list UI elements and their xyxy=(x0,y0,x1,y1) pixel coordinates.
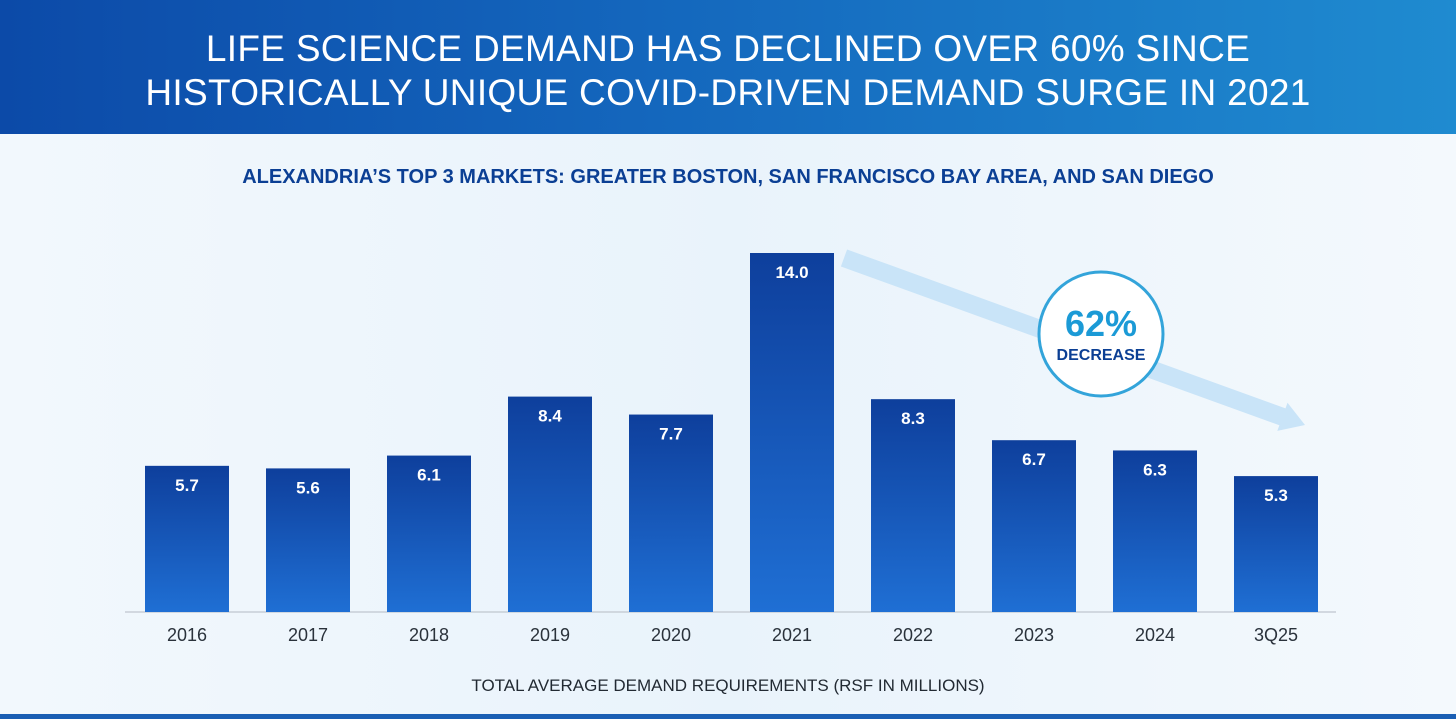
title-banner: LIFE SCIENCE DEMAND HAS DECLINED OVER 60… xyxy=(0,0,1456,134)
bar-2016 xyxy=(145,465,229,612)
x-tick-label-2022: 2022 xyxy=(893,625,933,645)
bar-2021 xyxy=(750,253,834,612)
decrease-callout-circle xyxy=(1037,270,1165,398)
data-label-2022: 8.3 xyxy=(901,409,925,428)
data-label-3Q25: 5.3 xyxy=(1264,486,1288,505)
bar-2023 xyxy=(992,440,1076,612)
bar-3Q25 xyxy=(1234,476,1318,612)
data-label-2016: 5.7 xyxy=(175,476,199,495)
data-label-2020: 7.7 xyxy=(659,425,683,444)
decrease-percent: 62% xyxy=(1065,303,1137,344)
bar-2020 xyxy=(629,414,713,612)
x-tick-label-2024: 2024 xyxy=(1135,625,1175,645)
bar-2022 xyxy=(871,399,955,612)
data-label-2018: 6.1 xyxy=(417,466,441,485)
x-tick-label-2020: 2020 xyxy=(651,625,691,645)
x-tick-label-2016: 2016 xyxy=(167,625,207,645)
x-axis-label: TOTAL AVERAGE DEMAND REQUIREMENTS (RSF I… xyxy=(471,676,985,695)
data-label-2023: 6.7 xyxy=(1022,450,1046,469)
data-label-2017: 5.6 xyxy=(296,478,320,497)
chart-subtitle: ALEXANDRIA’S TOP 3 MARKETS: GREATER BOST… xyxy=(242,166,1214,188)
page-title-line-1: LIFE SCIENCE DEMAND HAS DECLINED OVER 60… xyxy=(205,28,1251,69)
x-tick-label-2021: 2021 xyxy=(772,625,812,645)
x-tick-label-2017: 2017 xyxy=(288,625,328,645)
x-tick-label-3Q25: 3Q25 xyxy=(1254,625,1298,645)
bar-2017 xyxy=(266,468,350,612)
data-label-2019: 8.4 xyxy=(538,407,562,426)
x-tick-label-2018: 2018 xyxy=(409,625,449,645)
x-tick-label-2023: 2023 xyxy=(1014,625,1054,645)
bar-2018 xyxy=(387,455,471,612)
bar-2024 xyxy=(1113,450,1197,612)
page-title-line-2: HISTORICALLY UNIQUE COVID-DRIVEN DEMAND … xyxy=(145,72,1311,113)
data-label-2021: 14.0 xyxy=(775,263,808,282)
bar-2019 xyxy=(508,396,592,612)
x-tick-label-2019: 2019 xyxy=(530,625,570,645)
data-label-2024: 6.3 xyxy=(1143,460,1167,479)
decrease-label: DECREASE xyxy=(1057,347,1146,364)
bottom-divider xyxy=(0,714,1456,719)
